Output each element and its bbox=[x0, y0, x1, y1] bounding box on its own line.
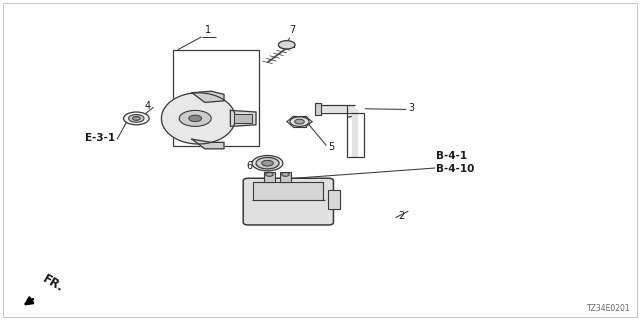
Polygon shape bbox=[192, 139, 224, 149]
Circle shape bbox=[290, 117, 309, 126]
Text: 5: 5 bbox=[328, 142, 335, 152]
Text: 7: 7 bbox=[289, 25, 295, 35]
Circle shape bbox=[179, 110, 211, 126]
Circle shape bbox=[278, 41, 295, 49]
Text: TZ34E0201: TZ34E0201 bbox=[587, 304, 630, 313]
Circle shape bbox=[124, 112, 149, 125]
Text: FR.: FR. bbox=[40, 273, 66, 295]
Circle shape bbox=[189, 115, 202, 122]
Bar bbox=[173, 50, 259, 146]
Text: 2: 2 bbox=[398, 211, 404, 221]
Text: E-3-1: E-3-1 bbox=[85, 133, 115, 143]
Polygon shape bbox=[230, 110, 256, 126]
Circle shape bbox=[282, 172, 289, 176]
Polygon shape bbox=[161, 93, 236, 144]
Bar bbox=[328, 190, 340, 209]
Bar bbox=[315, 103, 321, 115]
Text: 3: 3 bbox=[408, 103, 415, 113]
Bar bbox=[253, 182, 323, 200]
Text: B-4-1: B-4-1 bbox=[436, 151, 468, 161]
Circle shape bbox=[266, 172, 273, 176]
Text: 1: 1 bbox=[205, 25, 211, 35]
FancyBboxPatch shape bbox=[243, 178, 333, 225]
Circle shape bbox=[132, 116, 140, 120]
Polygon shape bbox=[192, 91, 224, 102]
Text: 4: 4 bbox=[144, 100, 150, 111]
Bar bbox=[264, 172, 275, 182]
Circle shape bbox=[295, 119, 305, 124]
Text: B-4-10: B-4-10 bbox=[436, 164, 475, 174]
Circle shape bbox=[129, 115, 144, 122]
Circle shape bbox=[256, 157, 279, 169]
Circle shape bbox=[262, 160, 273, 166]
Circle shape bbox=[252, 156, 283, 171]
Bar bbox=[280, 172, 291, 182]
Text: 6: 6 bbox=[246, 161, 253, 171]
Bar bbox=[234, 114, 252, 123]
